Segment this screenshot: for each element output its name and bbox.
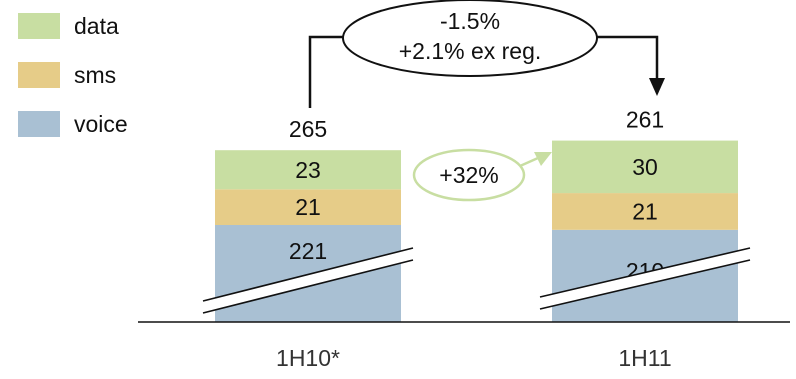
legend-label-voice: voice [74,110,128,137]
data-label-data: 30 [632,154,658,180]
data-label-sms: 21 [632,198,658,224]
bar-segment-sms [552,193,738,230]
data-label-data: 23 [295,157,321,183]
total-change-ex-reg-label: +2.1% ex reg. [399,38,542,64]
bar-segment-voice [215,225,401,322]
axis-break-gap [201,248,415,313]
axis-break-line [539,247,751,298]
total-label: 265 [289,116,327,142]
axis-break-line [202,259,414,314]
total-change-label: -1.5% [440,8,500,34]
data-growth-label: +32% [439,162,498,188]
data-label-sms: 21 [295,194,321,220]
legend-item-data: data [18,13,119,39]
total-label: 261 [626,107,664,133]
legend-item-sms: sms [18,62,116,88]
legend-swatch-data [18,13,60,39]
axis-break-line [539,259,751,310]
legend-swatch-sms [18,62,60,88]
growth-arrow-line [519,156,539,168]
data-label-voice: 221 [289,238,327,264]
bar-segment-data [215,150,401,190]
axis-break-line [202,247,414,302]
bar-segment-data [552,140,738,194]
legend-item-voice: voice [18,111,128,137]
legend-label-data: data [74,12,119,39]
axis-break-gap [538,248,752,309]
change-callout [342,0,598,77]
legend-label-sms: sms [74,61,117,88]
growth-callout [412,148,526,202]
bar-segment-sms [215,189,401,225]
category-label: 1H10* [276,345,340,371]
category-label: 1H11 [618,345,671,371]
growth-arrow-head [534,152,552,166]
arrow-head [649,78,665,96]
legend-swatch-voice [18,111,60,137]
